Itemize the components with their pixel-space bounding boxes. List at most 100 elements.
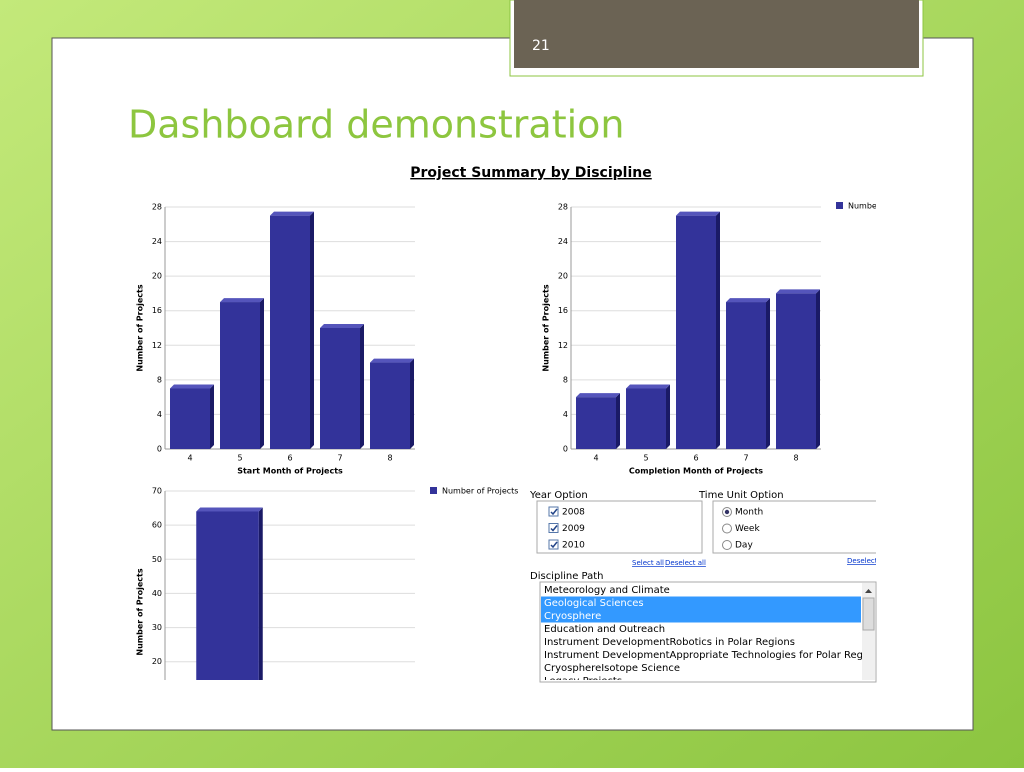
radio[interactable] bbox=[722, 540, 732, 550]
deselect-link[interactable]: Deselect bbox=[847, 557, 878, 565]
deselect-all-link[interactable]: Deselect all bbox=[665, 559, 706, 567]
year-box bbox=[536, 500, 703, 554]
bar-top bbox=[626, 384, 670, 389]
x-tick-label: 8 bbox=[387, 454, 392, 463]
number-box bbox=[514, 0, 919, 68]
bar-side bbox=[616, 393, 620, 449]
y-tick-label: 4 bbox=[157, 410, 162, 419]
year-item: 2010 bbox=[562, 541, 585, 551]
checkbox[interactable] bbox=[548, 539, 559, 550]
bar-top bbox=[320, 324, 364, 328]
legend-swatch bbox=[836, 202, 843, 209]
y-tick-label: 0 bbox=[563, 445, 568, 454]
list-item[interactable]: Legacy Projects bbox=[544, 676, 622, 687]
bar-side bbox=[360, 324, 364, 449]
bar-side bbox=[310, 211, 314, 449]
legend-label: Number of Projects bbox=[442, 487, 518, 496]
chart: 0 4 8 12 16 20 24 28 4 5 6 7 8 Start Month of Project… bbox=[136, 203, 415, 476]
y-axis-label: Number of Projects bbox=[136, 568, 145, 655]
list-items: Meteorology and Climate Geological Scienc… bbox=[541, 585, 883, 687]
bar bbox=[370, 362, 410, 449]
y-tick-label: 20 bbox=[152, 272, 162, 281]
chart: 20 30 40 50 60 70 Number of Projects Number of … bbox=[136, 487, 518, 680]
checkmark bbox=[550, 525, 558, 532]
bar-side bbox=[260, 298, 264, 449]
y-tick-label: 20 bbox=[558, 272, 568, 281]
radio-dot bbox=[724, 509, 730, 515]
bar-top bbox=[270, 211, 314, 216]
y-tick-label: 12 bbox=[152, 341, 162, 350]
list-item[interactable]: Education and Outreach bbox=[544, 624, 665, 635]
bar bbox=[576, 397, 616, 449]
time-item: Week bbox=[735, 524, 760, 534]
bar bbox=[220, 302, 260, 449]
y-tick-label: 28 bbox=[558, 203, 568, 212]
checkbox[interactable] bbox=[548, 523, 559, 533]
bar-side bbox=[258, 507, 263, 680]
bar bbox=[676, 215, 716, 449]
time-unit-label: Time Unit Option bbox=[698, 490, 784, 501]
legend-swatch bbox=[430, 487, 437, 494]
bar bbox=[270, 215, 310, 449]
x-tick-label: 4 bbox=[593, 454, 598, 463]
x-axis-label: Start Month of Projects bbox=[237, 467, 343, 476]
bar bbox=[776, 293, 816, 449]
y-tick-label: 0 bbox=[157, 445, 162, 454]
x-tick-label: 6 bbox=[287, 454, 292, 463]
bar-top bbox=[370, 358, 414, 363]
bar bbox=[726, 302, 766, 449]
dashboard-title: Project Summary by Discipline bbox=[410, 165, 651, 181]
list-item[interactable]: Instrument DevelopmentRobotics in Polar … bbox=[544, 637, 795, 648]
y-tick-label: 8 bbox=[563, 375, 568, 384]
y-tick-label: 12 bbox=[558, 341, 568, 350]
bar-side bbox=[716, 211, 720, 449]
scroll-up[interactable] bbox=[865, 589, 872, 593]
y-tick-label: 60 bbox=[152, 521, 162, 530]
y-tick-label: 24 bbox=[152, 237, 162, 246]
selection bbox=[541, 596, 861, 610]
slide-title: Dashboard demonstration bbox=[128, 103, 625, 147]
bar bbox=[626, 388, 666, 449]
time-box bbox=[712, 500, 876, 554]
y-tick-label: 28 bbox=[152, 203, 162, 212]
y-tick-label: 20 bbox=[152, 657, 162, 666]
chart: 0 4 8 12 16 20 24 28 4 5 6 7 8 Completion Month of Pr… bbox=[542, 202, 924, 476]
time-item: Month bbox=[735, 508, 763, 518]
bar-top bbox=[726, 298, 770, 303]
legend-label: Number of Projects bbox=[848, 202, 924, 211]
bar-top bbox=[196, 507, 263, 512]
y-tick-label: 4 bbox=[563, 410, 568, 419]
scroll-thumb[interactable] bbox=[862, 597, 875, 631]
y-axis-label: Number of Projects bbox=[136, 284, 145, 371]
y-tick-label: 50 bbox=[152, 555, 162, 564]
bar-top bbox=[576, 393, 620, 398]
y-tick-label: 70 bbox=[152, 487, 162, 496]
bar-top bbox=[776, 289, 820, 294]
x-tick-label: 5 bbox=[237, 454, 242, 463]
bar-top bbox=[220, 298, 264, 303]
list-item[interactable]: Cryosphere bbox=[544, 611, 601, 622]
x-tick-label: 7 bbox=[743, 454, 748, 463]
list-item[interactable]: Geological Sciences bbox=[544, 598, 644, 609]
x-tick-label: 8 bbox=[793, 454, 798, 463]
x-tick-label: 5 bbox=[643, 454, 648, 463]
checkbox[interactable] bbox=[548, 506, 559, 517]
bar-side bbox=[666, 384, 670, 449]
y-tick-label: 24 bbox=[558, 237, 568, 246]
time-item: Day bbox=[735, 541, 753, 551]
y-tick-label: 8 bbox=[157, 375, 162, 384]
list-item[interactable]: Meteorology and Climate bbox=[544, 585, 670, 596]
checkmark bbox=[550, 508, 558, 516]
select-all-link[interactable]: Select all bbox=[632, 559, 664, 567]
radio[interactable] bbox=[722, 523, 732, 534]
list-item[interactable]: Instrument DevelopmentAppropriate Techno… bbox=[544, 650, 883, 661]
bar-top bbox=[676, 211, 720, 216]
x-axis-label: Completion Month of Projects bbox=[629, 467, 763, 476]
bar-side bbox=[766, 298, 770, 449]
bar-side bbox=[410, 358, 414, 449]
list-item[interactable]: CryosphereIsotope Science bbox=[544, 663, 680, 674]
checkmark bbox=[550, 541, 558, 549]
